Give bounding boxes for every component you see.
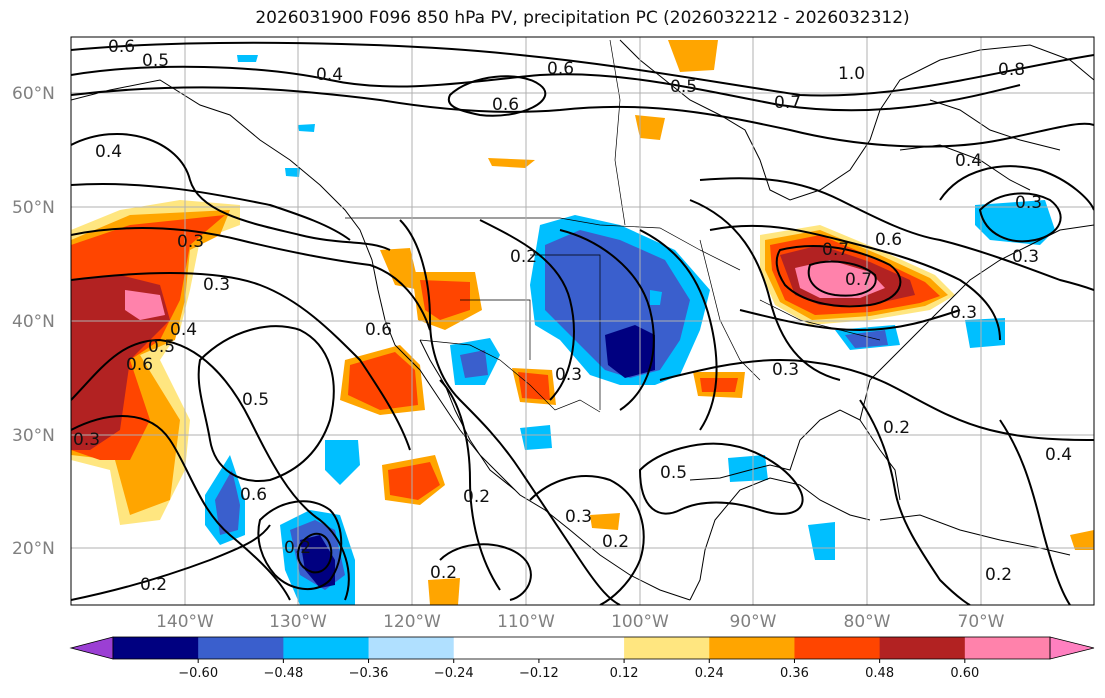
contour-label: 0.2 [883,418,910,438]
contour-label: 0.2 [510,247,537,267]
colorbar-tick-label: 0.24 [695,666,724,681]
lat-label: 50°N [12,198,55,218]
political-borders [345,39,881,413]
colorbar-tick-label: −0.24 [434,666,474,681]
contour-label: 0.2 [140,575,167,595]
contour-label: 0.3 [203,275,230,295]
contour-label: 0.3 [1012,247,1039,267]
colorbar-segment [709,637,795,659]
colorbar-extend-high [1049,636,1095,660]
lon-label: 70°W [958,612,1005,632]
colorbar-segment [538,637,625,659]
contour-labels: 0.6 0.5 0.4 0.6 0.5 1.0 0.7 0.8 0.4 0.3 … [73,37,1072,595]
contour-label: 0.6 [126,355,153,375]
colorbar-tick-label: 0.48 [865,666,894,681]
contour-label: 0.7 [774,93,801,113]
colorbar-segment [198,637,284,659]
lon-label: 80°W [844,612,891,632]
lat-label: 40°N [12,312,55,332]
colorbar-segment [879,637,966,659]
contour-label: 0.3 [950,303,977,323]
lon-label: 140°W [156,612,214,632]
contour-label: 0.4 [170,320,197,340]
colorbar-tick-label: −0.48 [263,666,303,681]
contour-label: 0.2 [985,565,1012,585]
contour-label: 0.5 [670,77,697,97]
lon-label: 110°W [497,612,555,632]
contour-label: 0.3 [73,430,100,450]
contour-label: 0.3 [772,360,799,380]
lon-label: 90°W [730,612,777,632]
contour-label: 0.3 [565,507,592,527]
contour-label: 1.0 [838,64,865,84]
contour-label: 0.5 [660,463,687,483]
colorbar-tick-label: 0.12 [610,666,639,681]
colorbar-segment [453,637,540,659]
map-frame [70,36,1095,606]
contour-label: 0.6 [547,59,574,79]
contour-label: 0.5 [242,390,269,410]
pv-contours [71,41,1094,605]
contour-label: 0.7 [845,270,872,290]
longitude-labels: 140°W 130°W 120°W 110°W 100°W 90°W 80°W … [156,612,1005,632]
contour-label: 0.6 [108,37,135,57]
contour-label: 0.2 [463,487,490,507]
contour-label: 0.4 [95,142,122,162]
contour-label: 0.3 [1015,193,1042,213]
colorbar-segment [113,637,199,659]
contour-label: 0.4 [1045,445,1072,465]
lon-label: 100°W [611,612,669,632]
contour-label: 0.6 [240,485,267,505]
contour-label: 0.5 [148,337,175,357]
lon-label: 120°W [383,612,441,632]
contour-label: 0.4 [316,65,343,85]
colorbar-tick-label: 0.60 [950,666,979,681]
colorbar-tick-label: −0.60 [178,666,218,681]
contour-label: 0.7 [822,240,849,260]
colorbar-tick-label: 0.36 [780,666,809,681]
contour-label: 0.3 [555,365,582,385]
colorbar: −0.60 −0.48 −0.36 −0.24 −0.12 0.12 0.24 0.36 0.4… [69,636,1095,681]
lat-label: 30°N [12,426,55,446]
colorbar-outline [112,636,1051,660]
colorbar-segment [368,637,455,659]
graticule [71,37,1094,605]
contour-label: 0.6 [875,230,902,250]
colorbar-segment [964,637,1051,659]
lat-label: 20°N [12,539,55,559]
map-title: 2026031900 F096 850 hPa PV, precipitatio… [255,8,910,28]
contour-label: 0.6 [492,95,519,115]
contour-label: 0.5 [142,51,169,71]
contour-label: 0.3 [177,232,204,252]
colorbar-extend-low [69,636,114,660]
coastlines [71,39,1094,601]
contour-label: 0.4 [955,151,982,171]
colorbar-segment [283,637,370,659]
contour-label: 0.2 [284,538,311,558]
colorbar-tick-label: −0.12 [519,666,559,681]
contour-label: 0.2 [430,563,457,583]
precip-shading [71,40,1094,605]
contour-label: 0.2 [602,532,629,552]
colorbar-segment [624,637,710,659]
colorbar-tick-label: −0.36 [349,666,389,681]
colorbar-segment [794,637,881,659]
contour-label: 0.6 [365,320,392,340]
lon-label: 130°W [269,612,327,632]
lat-label: 60°N [12,84,55,104]
contour-label: 0.8 [998,60,1025,80]
latitude-labels: 60°N 50°N 40°N 30°N 20°N [12,84,55,559]
